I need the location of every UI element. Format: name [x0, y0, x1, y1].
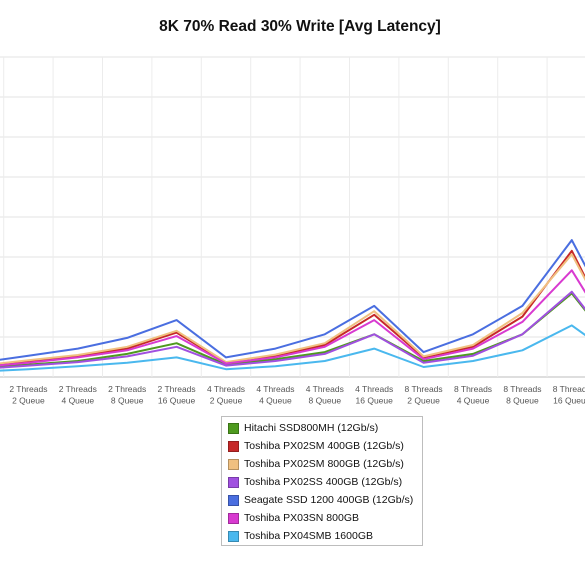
legend-label: Toshiba PX03SN 800GB — [244, 512, 359, 524]
grid — [0, 56, 585, 378]
legend-item: Toshiba PX02SS 400GB (12Gb/s) — [228, 473, 422, 491]
legend-label: Toshiba PX02SM 800GB (12Gb/s) — [244, 458, 404, 470]
legend-item: Toshiba PX03SN 800GB — [228, 509, 422, 527]
x-tick-label: 2 Threads 4 Queue — [59, 384, 97, 406]
legend-swatch — [228, 530, 239, 542]
legend-label: Toshiba PX02SS 400GB (12Gb/s) — [244, 476, 403, 488]
legend-item: Toshiba PX02SM 800GB (12Gb/s) — [228, 455, 422, 473]
legend-swatch — [228, 476, 239, 488]
legend-item: Toshiba PX02SM 400GB (12Gb/s) — [228, 437, 422, 455]
x-tick-label: 4 Threads 8 Queue — [306, 384, 344, 406]
legend-label: Hitachi SSD800MH (12Gb/s) — [244, 422, 379, 434]
series-line — [0, 249, 585, 366]
x-tick-label: 4 Threads 4 Queue — [256, 384, 294, 406]
legend-label: Toshiba PX02SM 400GB (12Gb/s) — [244, 440, 404, 452]
series-line — [0, 324, 585, 372]
legend-swatch — [228, 494, 239, 506]
legend: Hitachi SSD800MH (12Gb/s) Toshiba PX02SM … — [221, 416, 423, 546]
legend-item: Hitachi SSD800MH (12Gb/s) — [228, 419, 422, 437]
legend-label: Seagate SSD 1200 400GB (12Gb/s) — [244, 494, 414, 506]
legend-label: Toshiba PX04SMB 1600GB — [244, 530, 373, 542]
legend-item: Toshiba PX04SMB 1600GB — [228, 527, 422, 545]
legend-swatch — [228, 458, 239, 470]
series-line — [0, 253, 585, 365]
x-tick-label: 2 Threads 8 Queue — [108, 384, 146, 406]
legend-swatch — [228, 440, 239, 452]
x-tick-label: 2 Threads 2 Queue — [9, 384, 47, 406]
x-tick-label: 4 Threads 2 Queue — [207, 384, 245, 406]
x-tick-label: 8 Threads 8 Queue — [503, 384, 541, 406]
x-tick-label: 2 Threads 16 Queue — [158, 384, 196, 406]
x-tick-label: 8 Threads 2 Queue — [405, 384, 443, 406]
series-lines — [0, 239, 585, 372]
series-line — [0, 269, 585, 367]
series-line — [0, 239, 585, 361]
legend-item: Seagate SSD 1200 400GB (12Gb/s) — [228, 491, 422, 509]
chart-title: 8K 70% Read 30% Write [Avg Latency] — [159, 18, 441, 35]
series-line — [0, 290, 585, 369]
legend-swatch — [228, 512, 239, 524]
legend-swatch — [228, 422, 239, 434]
x-tick-label: 4 Threads 16 Queue — [355, 384, 393, 406]
x-tick-label: 8 Threads 4 Queue — [454, 384, 492, 406]
